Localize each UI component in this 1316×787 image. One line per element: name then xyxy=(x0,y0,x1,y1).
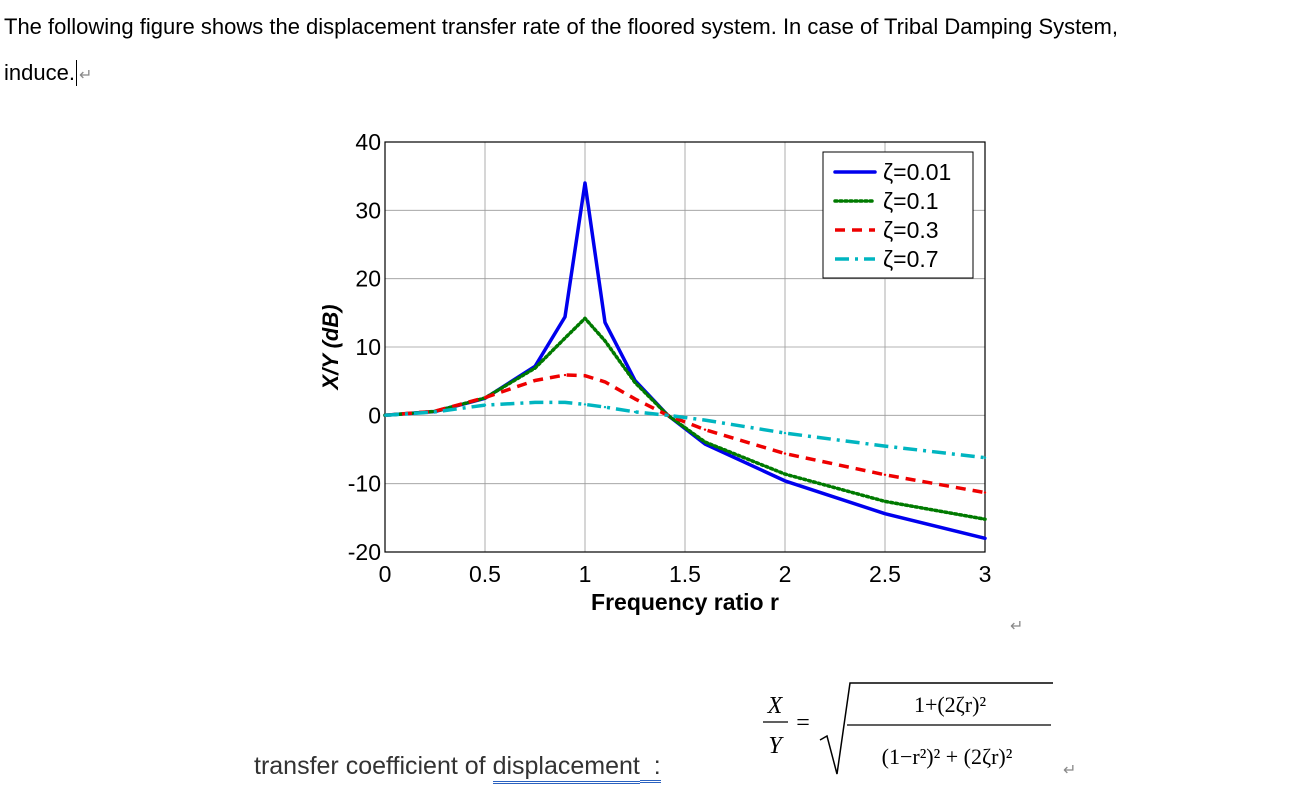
data-point xyxy=(583,403,587,406)
data-point xyxy=(563,336,567,340)
data-point xyxy=(563,315,567,319)
transfer-coefficient-label: transfer coefficient of displacement : xyxy=(254,752,661,784)
data-point xyxy=(563,373,567,377)
y-tick-label: 30 xyxy=(355,197,381,223)
legend-label: ζ=0.1 xyxy=(883,188,939,214)
data-point xyxy=(633,381,637,384)
data-point xyxy=(703,418,707,422)
y-tick-label: -10 xyxy=(348,471,381,497)
data-point xyxy=(603,405,607,409)
plot-frame xyxy=(384,141,986,553)
data-point xyxy=(483,396,487,399)
y-axis-label: X/Y (dB) xyxy=(318,304,343,391)
y-tick-label: -20 xyxy=(348,539,381,565)
data-point xyxy=(583,317,587,320)
transfer-label-prefix: transfer coefficient of xyxy=(254,752,493,780)
x-tick-label: 2 xyxy=(779,561,792,587)
data-point xyxy=(983,491,987,494)
y-tick-label: 10 xyxy=(355,334,381,360)
legend-label: ζ=0.01 xyxy=(883,159,951,185)
transfer-rate-chart: 0 0.5 1 1.5 2 2.5 3 -20 -10 0 10 20 30 40 Frequency ra… xyxy=(300,125,1020,625)
paragraph-mark-icon: ↵ xyxy=(78,67,93,84)
data-point xyxy=(603,380,607,384)
y-tick-label: 40 xyxy=(355,129,381,155)
data-point xyxy=(483,403,487,407)
transfer-label-underlined: displacement xyxy=(492,752,640,784)
data-point xyxy=(633,410,637,414)
x-tick-label: 1 xyxy=(579,561,592,587)
chart-svg: 0 0.5 1 1.5 2 2.5 3 -20 -10 0 10 20 30 40 Frequency ra… xyxy=(318,129,992,615)
formula-lhs-num: X xyxy=(767,693,784,719)
data-point xyxy=(983,518,987,521)
data-point xyxy=(383,414,387,417)
paragraph-line-1: The following figure shows the displacem… xyxy=(4,14,1118,39)
data-point xyxy=(603,321,607,324)
data-point xyxy=(633,397,637,401)
data-point xyxy=(783,452,787,455)
paragraph-line-2: induce. ↵ xyxy=(4,60,93,86)
data-point xyxy=(703,428,707,431)
data-point xyxy=(583,181,587,185)
x-tick-label: 0 xyxy=(379,561,392,587)
transfer-formula: X Y = 1+(2ζr)² (1−r²)² + (2ζr)² xyxy=(763,682,1053,775)
paragraph-mark-icon: ↵ xyxy=(1010,618,1024,635)
data-point xyxy=(883,500,887,503)
data-point xyxy=(703,440,707,444)
x-tick-label: 3 xyxy=(979,561,992,587)
data-point xyxy=(983,537,987,540)
transfer-label-colon: : xyxy=(639,752,661,783)
legend-label: ζ=0.7 xyxy=(883,246,939,272)
data-point xyxy=(563,401,567,404)
x-tick-label: 2.5 xyxy=(869,561,901,587)
data-point xyxy=(533,401,537,404)
data-point xyxy=(783,472,787,476)
paragraph-mark-icon: ↵ xyxy=(1063,762,1077,779)
data-point xyxy=(983,456,987,459)
data-point xyxy=(433,410,437,414)
data-point xyxy=(603,339,607,343)
y-tick-label: 0 xyxy=(368,402,381,428)
data-point xyxy=(783,479,787,483)
sqrt-sign-icon xyxy=(819,682,1053,775)
x-tick-label: 0.5 xyxy=(469,561,501,587)
formula-lhs-den: Y xyxy=(768,733,784,759)
formula-rhs-num: 1+(2ζr)² xyxy=(914,692,986,717)
data-point xyxy=(883,444,887,448)
x-axis-label: Frequency ratio r xyxy=(591,589,779,615)
data-point xyxy=(883,473,887,476)
data-point xyxy=(533,366,537,370)
data-point xyxy=(883,512,887,515)
data-point xyxy=(783,431,787,435)
text-cursor xyxy=(75,60,77,86)
y-tick-label: 20 xyxy=(355,266,381,292)
body-paragraph: The following figure shows the displacem… xyxy=(4,4,1314,99)
legend-label: ζ=0.3 xyxy=(883,217,939,243)
formula-rhs-den: (1−r²)² + (2ζr)² xyxy=(882,744,1013,769)
data-point xyxy=(666,414,669,417)
x-tick-label: 1.5 xyxy=(669,561,701,587)
formula-equals: = xyxy=(796,710,810,736)
data-point xyxy=(583,374,587,377)
data-point xyxy=(533,379,537,382)
